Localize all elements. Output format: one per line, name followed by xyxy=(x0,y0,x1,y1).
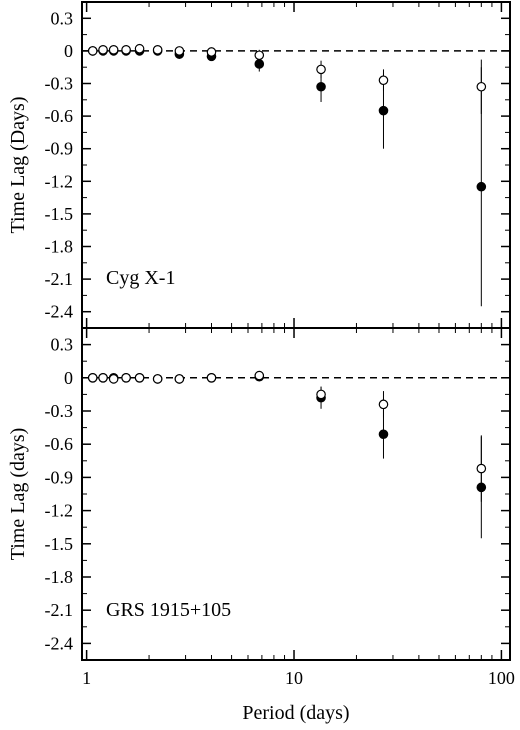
y-tick-label: -1.5 xyxy=(45,204,74,224)
y-tick-label: -1.2 xyxy=(45,171,74,191)
data-point-filled xyxy=(378,105,389,116)
y-tick-label: -1.2 xyxy=(45,501,74,521)
y-tick-label: -1.5 xyxy=(45,534,74,554)
y-tick-label: -1.8 xyxy=(45,237,74,257)
y-tick-label: 0 xyxy=(64,368,73,388)
y-tick-label: -2.1 xyxy=(45,600,74,620)
data-point-open xyxy=(174,46,185,56)
y-tick-label: -0.9 xyxy=(45,467,74,487)
top-panel-cyg-x1: 0.3 0 -0.3 -0.6 -0.9 -1.2 -1.5 -1.8 -2.1 -2.4 Time… xyxy=(7,1,511,329)
y-tick-label: -2.4 xyxy=(45,633,74,653)
data-point-open xyxy=(87,46,98,56)
data-point-open xyxy=(121,372,131,383)
x-tick-label: 100 xyxy=(488,668,515,688)
y-tick-label: -2.4 xyxy=(45,302,74,322)
data-point-open xyxy=(206,47,217,57)
data-point-open xyxy=(134,372,145,383)
y-tick-label: -0.3 xyxy=(45,401,74,421)
panel-label: GRS 1915+105 xyxy=(106,599,231,621)
data-point-open xyxy=(121,45,131,55)
bottom-panel-grs-1915: 0.3 0 -0.3 -0.6 -0.9 -1.2 -1.5 -1.8 -2.1 -2.4 1 10 1… xyxy=(7,327,515,688)
data-point-open xyxy=(134,43,145,54)
data-point-open xyxy=(98,45,108,55)
y-tick-label: 0.3 xyxy=(51,8,74,28)
y-tick-label: -0.9 xyxy=(45,139,74,159)
data-point-filled xyxy=(476,181,487,192)
y-tick-label: -0.6 xyxy=(45,106,74,126)
x-tick-label: 1 xyxy=(82,668,91,688)
data-point-filled xyxy=(316,81,326,92)
y-tick-label: 0.3 xyxy=(51,335,74,355)
y-tick-label: 0 xyxy=(64,41,73,61)
x-axis-title: Period (days) xyxy=(242,702,349,724)
data-point-filled xyxy=(378,429,389,440)
y-tick-label: -0.3 xyxy=(45,74,74,94)
x-tick-label: 10 xyxy=(285,668,303,688)
data-point-open xyxy=(87,372,98,383)
data-point-open xyxy=(254,370,265,381)
data-point-open xyxy=(108,45,119,55)
data-point-open xyxy=(476,463,487,474)
data-point-open xyxy=(254,50,265,61)
data-point-open xyxy=(316,64,326,75)
data-point-filled xyxy=(476,482,487,493)
y-tick-label: -1.8 xyxy=(45,567,74,587)
panel-label: Cyg X-1 xyxy=(106,267,175,289)
data-point-open xyxy=(378,75,389,86)
data-point-open xyxy=(316,389,326,400)
data-point-open xyxy=(98,372,108,383)
data-point-open xyxy=(174,374,185,384)
data-point-open xyxy=(476,81,487,92)
data-point-filled xyxy=(254,59,265,69)
data-point-open xyxy=(152,45,163,55)
y-tick-label: -2.1 xyxy=(45,269,74,289)
y-tick-label: -0.6 xyxy=(45,434,74,454)
y-axis-title: Time Lag (days) xyxy=(7,428,29,561)
data-point-open xyxy=(152,374,163,384)
data-point-open xyxy=(206,372,217,383)
data-point-open xyxy=(108,374,119,384)
data-point-open xyxy=(378,399,389,410)
y-axis-title: Time Lag (Days) xyxy=(7,96,29,233)
